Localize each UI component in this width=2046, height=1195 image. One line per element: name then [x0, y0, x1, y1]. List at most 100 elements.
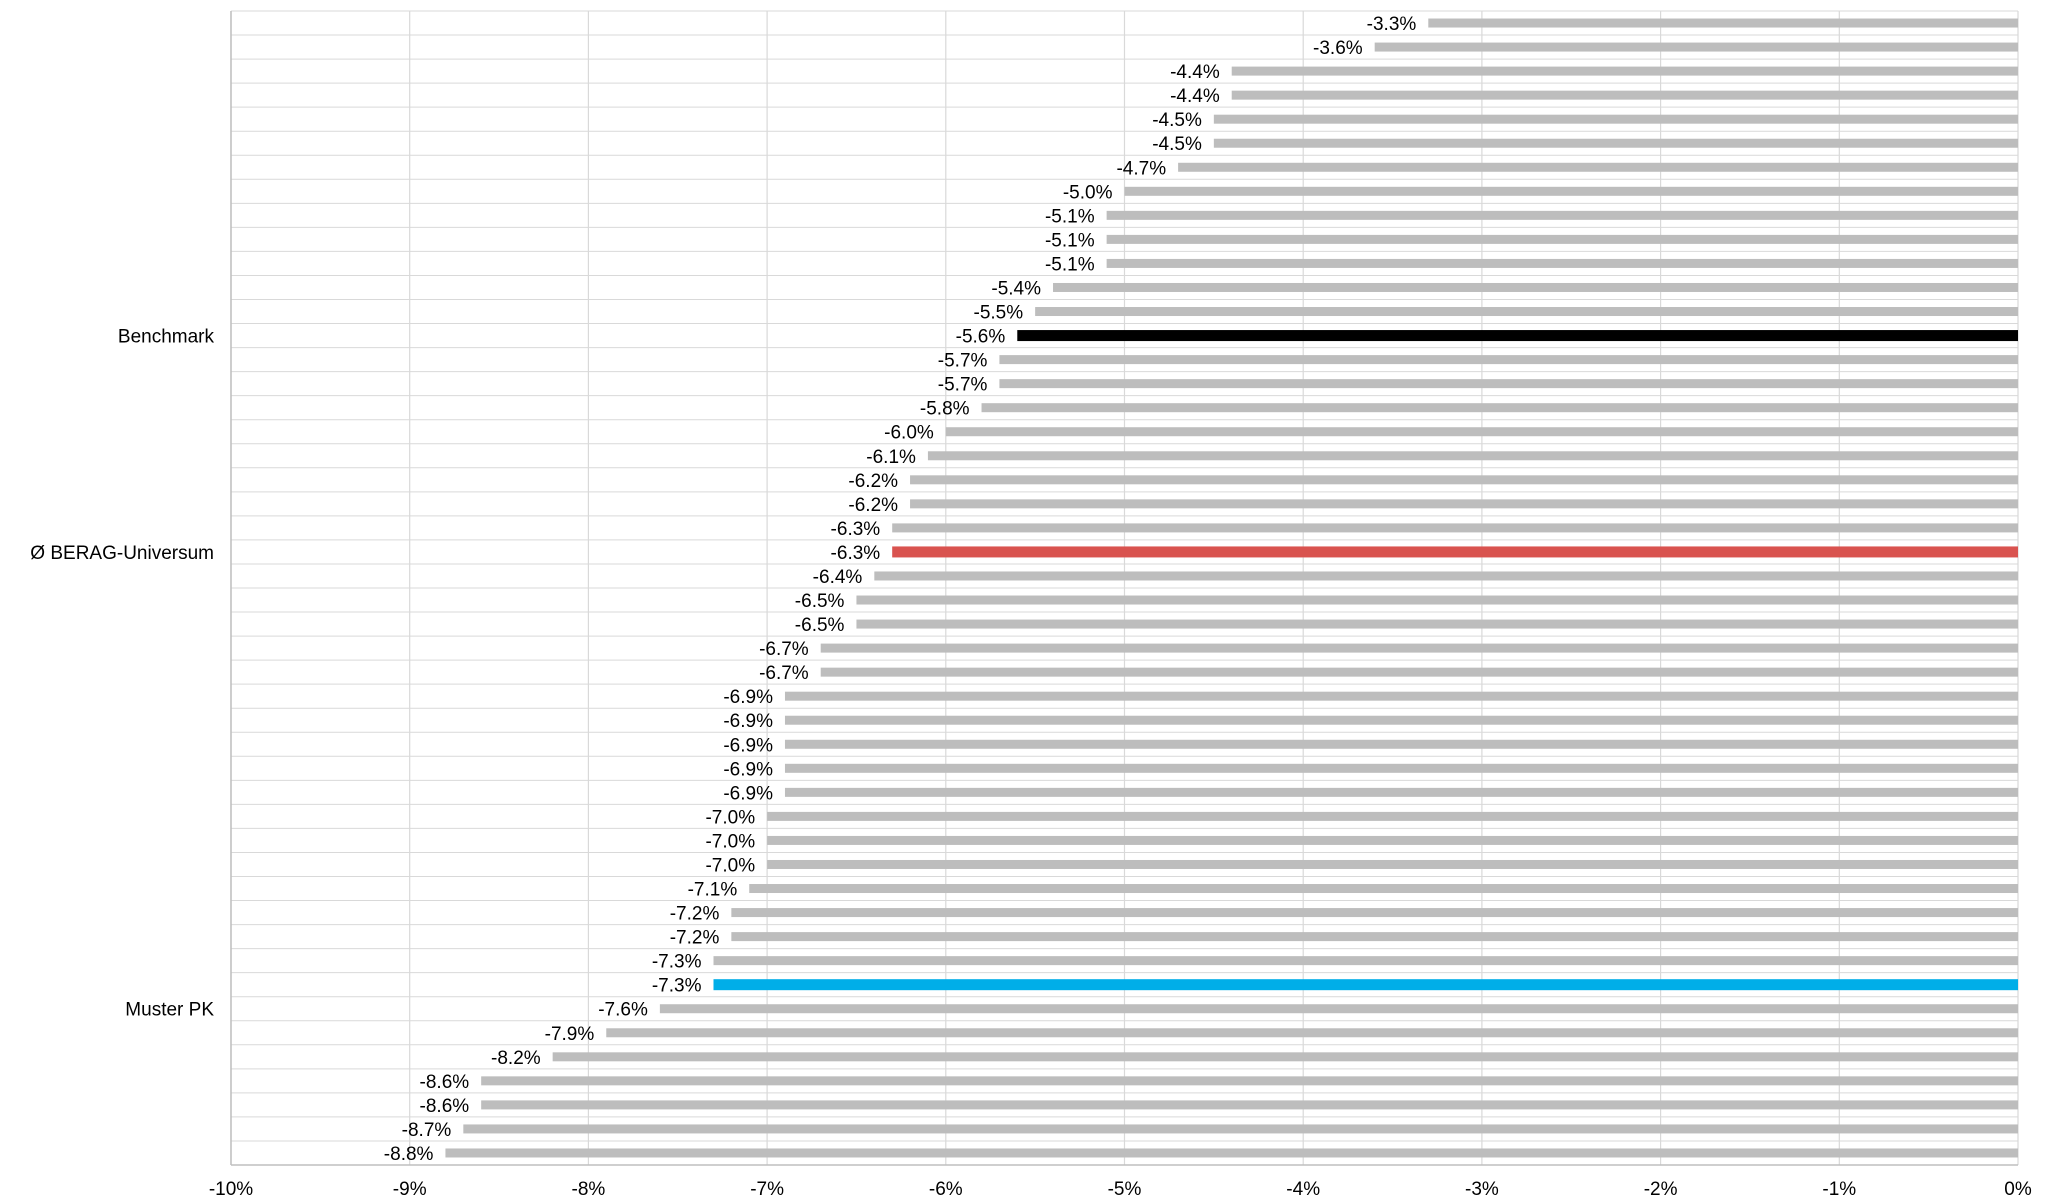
bar [910, 475, 2018, 485]
value-label: -6.9% [723, 759, 773, 780]
value-label: -7.3% [652, 952, 702, 973]
bar [784, 691, 2018, 701]
highlight-bar [892, 546, 2019, 558]
value-label: -4.5% [1152, 134, 1202, 155]
value-label: -5.5% [974, 303, 1024, 324]
x-tick-label: -10% [209, 1179, 253, 1195]
value-label: -3.6% [1313, 38, 1363, 59]
value-label: -6.1% [866, 447, 916, 468]
bar [784, 715, 2018, 725]
bar [659, 1004, 2018, 1014]
axes [230, 11, 2018, 1166]
value-label: -5.4% [991, 278, 1041, 299]
category-labels: Benchmark Ø BERAG-Universum Muster PK [30, 327, 214, 1021]
bar [1053, 282, 2018, 292]
bar [713, 956, 2018, 966]
bar [820, 667, 2019, 677]
bar [892, 523, 2019, 533]
value-labels: -3.3%-3.6% -4.4% -4.4% -4.5% -4.5% -4.7%-5.0%… [384, 14, 1417, 1165]
x-tick-label: -8% [572, 1179, 606, 1195]
value-label: -6.9% [723, 711, 773, 732]
bar [767, 811, 2018, 821]
value-label: -6.7% [759, 639, 809, 660]
x-tick-label: -6% [929, 1179, 963, 1195]
value-label: -6.9% [723, 783, 773, 804]
value-label: -5.0% [1063, 182, 1113, 203]
bar [856, 595, 2019, 605]
value-label: -8.6% [420, 1072, 470, 1093]
bar [784, 763, 2018, 773]
bar [463, 1124, 2018, 1134]
value-label: -6.9% [723, 687, 773, 708]
bar [445, 1148, 2019, 1158]
bar [1106, 234, 2018, 244]
value-label: -8.6% [420, 1096, 470, 1117]
bar [481, 1076, 2019, 1086]
value-label: -6.4% [813, 567, 863, 588]
bar [1106, 210, 2018, 220]
x-tick-label: -9% [393, 1179, 427, 1195]
bar [910, 499, 2018, 509]
highlight-bar [713, 979, 2018, 991]
value-label: -5.7% [938, 375, 988, 396]
bar [784, 787, 2018, 797]
bar [999, 355, 2018, 365]
bar [1178, 162, 2018, 172]
value-label: -7.0% [705, 831, 755, 852]
x-tick-label: 0% [2004, 1179, 2032, 1195]
value-label: -7.2% [670, 904, 720, 925]
bar [856, 619, 2019, 629]
value-label: -7.6% [598, 1000, 648, 1021]
value-label: -6.3% [831, 543, 881, 564]
value-label: -7.1% [688, 880, 738, 901]
value-label: -6.5% [795, 591, 845, 612]
bar [1106, 258, 2018, 268]
value-label: -4.5% [1152, 110, 1202, 131]
value-label: -6.2% [848, 495, 898, 516]
value-label: -4.4% [1170, 62, 1220, 83]
bar [767, 835, 2018, 845]
bar [945, 427, 2018, 437]
bar [767, 859, 2018, 869]
value-label: -5.1% [1045, 230, 1095, 251]
value-label: -6.5% [795, 615, 845, 636]
bar [1231, 66, 2018, 76]
highlight-bar [1017, 330, 2018, 342]
value-label: -3.3% [1367, 14, 1417, 35]
value-label: -7.0% [705, 855, 755, 876]
bar [1035, 307, 2018, 317]
value-label: -6.7% [759, 663, 809, 684]
value-label: -7.0% [705, 807, 755, 828]
bar [981, 403, 2018, 413]
value-label: -6.0% [884, 423, 934, 444]
bar [731, 908, 2018, 918]
bar [784, 739, 2018, 749]
value-label: -7.2% [670, 928, 720, 949]
value-label: -5.8% [920, 399, 970, 420]
bar [1213, 138, 2018, 148]
value-label: -7.9% [545, 1024, 595, 1045]
bar [874, 571, 2018, 581]
bar [1374, 42, 2018, 52]
horizontal-gridlines [231, 10, 2018, 1166]
value-label: -5.6% [956, 327, 1006, 348]
x-tick-label: -2% [1644, 1179, 1678, 1195]
value-label: -4.4% [1170, 86, 1220, 107]
bar [1213, 114, 2018, 124]
value-label: -7.3% [652, 976, 702, 997]
value-label: -4.7% [1116, 158, 1166, 179]
bar [1124, 186, 2018, 196]
value-label: -8.8% [384, 1144, 434, 1165]
bar [1231, 90, 2018, 100]
bar [731, 932, 2018, 942]
x-tick-label: -1% [1822, 1179, 1856, 1195]
value-label: -6.3% [831, 519, 881, 540]
bars [445, 18, 2019, 1158]
x-tick-label: -3% [1465, 1179, 1499, 1195]
x-tick-label: -7% [750, 1179, 784, 1195]
bar [606, 1028, 2018, 1038]
bar [481, 1100, 2019, 1110]
bar [820, 643, 2019, 653]
category-label: Benchmark [118, 327, 215, 348]
